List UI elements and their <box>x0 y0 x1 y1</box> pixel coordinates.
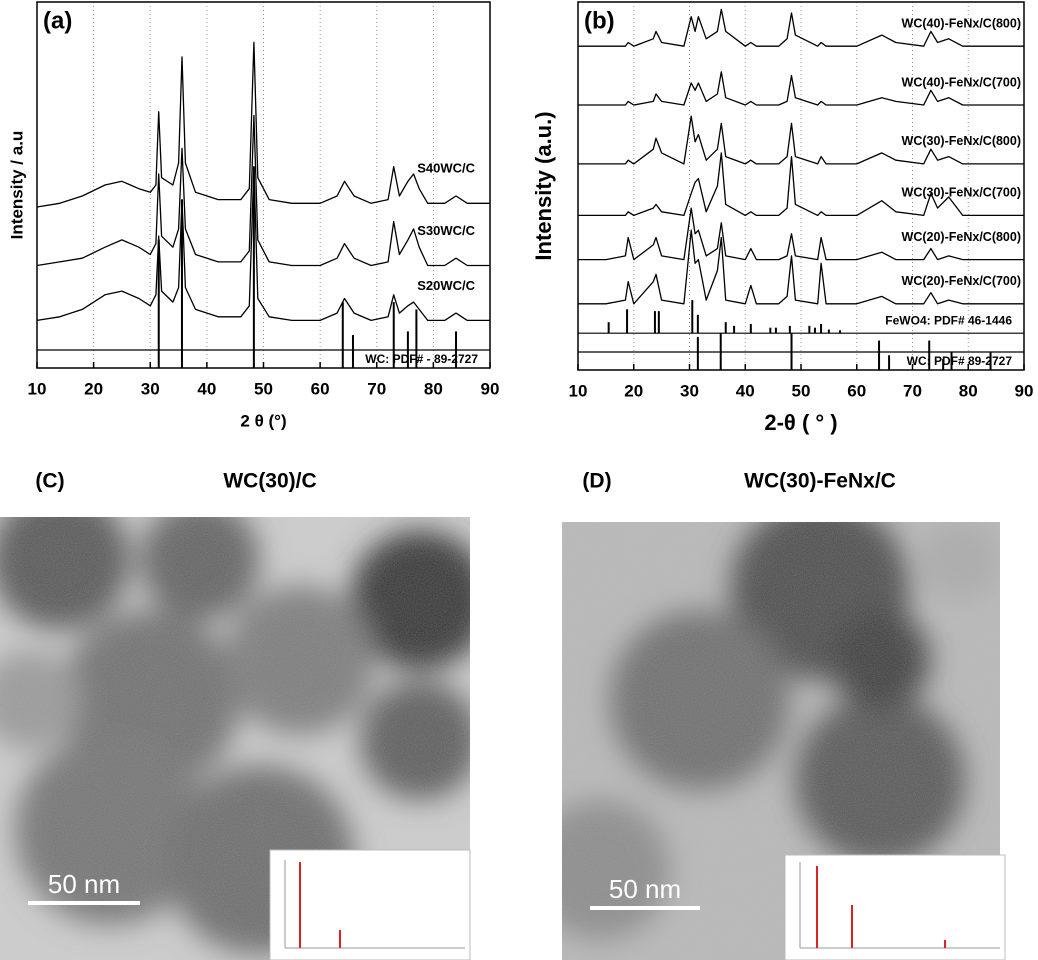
scale-bar-label: 50 nm <box>48 869 120 899</box>
y-axis-label: Intensity / a.u <box>7 131 26 240</box>
eds-inset-c <box>270 850 470 960</box>
panel-title: WC(30)/C <box>223 470 316 493</box>
x-tick-label: 80 <box>959 381 978 400</box>
x-axis-label: 2-θ ( ° ) <box>764 410 837 435</box>
panel-label: (b) <box>584 7 615 34</box>
x-tick-label: 70 <box>367 379 386 398</box>
reference-label: WC: PDF# - 89-2727 <box>365 352 478 366</box>
x-tick-label: 10 <box>28 379 47 398</box>
trace-label: S20WC/C <box>417 278 475 293</box>
figure: (C) WC(30)/C 50 nm (D) WC(30)-FeNx/C 50 … <box>0 0 1038 960</box>
x-tick-label: 90 <box>481 379 500 398</box>
x-tick-label: 80 <box>424 379 443 398</box>
trace-label: WC(40)-FeNx/C(700) <box>902 75 1021 89</box>
x-tick-label: 60 <box>847 381 866 400</box>
x-tick-label: 30 <box>680 381 699 400</box>
x-tick-label: 50 <box>792 381 811 400</box>
x-tick-label: 90 <box>1015 381 1034 400</box>
x-tick-label: 30 <box>141 379 160 398</box>
x-tick-label: 60 <box>311 379 330 398</box>
x-tick-label: 40 <box>736 381 755 400</box>
panel-label: (a) <box>43 7 72 34</box>
panel-title: WC(30)-FeNx/C <box>744 470 896 493</box>
x-tick-label: 20 <box>624 381 643 400</box>
page: (C) WC(30)/C 50 nm (D) WC(30)-FeNx/C 50 … <box>0 0 1038 960</box>
trace-label: S30WC/C <box>417 223 475 238</box>
trace-label: S40WC/C <box>417 161 475 176</box>
x-tick-label: 70 <box>903 381 922 400</box>
trace-label: WC(20)-FeNx/C(800) <box>902 230 1021 244</box>
y-axis-label: Intensity (a.u.) <box>531 111 556 260</box>
panel-label: (C) <box>35 470 64 493</box>
reference-label: FeWO4: PDF# 46-1446 <box>885 313 1012 327</box>
scale-bar-label: 50 nm <box>609 874 681 904</box>
x-tick-label: 10 <box>569 381 588 400</box>
x-tick-label: 20 <box>84 379 103 398</box>
x-axis-label: 2 θ (°) <box>240 411 286 430</box>
trace-label: WC(30)-FeNx/C(800) <box>902 134 1021 148</box>
trace-label: WC(20)-FeNx/C(700) <box>902 274 1021 288</box>
x-tick-label: 40 <box>197 379 216 398</box>
eds-inset-d <box>785 855 1005 960</box>
reference-label: WC: PDF# 89-2727 <box>907 354 1013 368</box>
trace-label: WC(40)-FeNx/C(800) <box>902 16 1021 30</box>
trace-label: WC(30)-FeNx/C(700) <box>902 186 1021 200</box>
x-tick-label: 50 <box>254 379 273 398</box>
panel-label: (D) <box>582 470 611 493</box>
